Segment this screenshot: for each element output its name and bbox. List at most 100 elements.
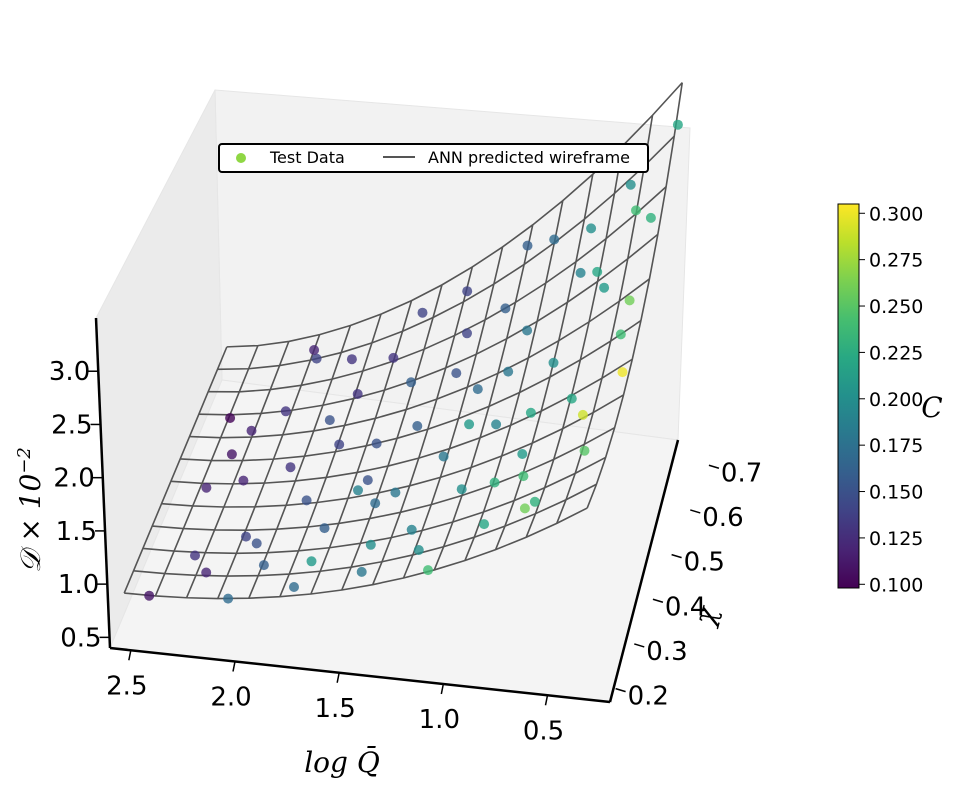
test-data-point [309, 345, 320, 355]
test-data-point [519, 503, 530, 514]
z-tick-label: 1.5 [56, 517, 97, 547]
y-tick-mark [615, 687, 626, 693]
y-tick-mark [634, 643, 645, 648]
wireframe-line [208, 186, 667, 393]
x-tick-label: 0.5 [523, 716, 564, 746]
wireframe-line [152, 426, 616, 531]
test-data-point [280, 406, 291, 417]
test-data-point [334, 439, 345, 450]
z-tick-label: 2.0 [53, 464, 94, 494]
test-data-point [464, 419, 475, 430]
test-data-point [201, 567, 212, 578]
test-data-point [586, 223, 597, 234]
test-data-point [549, 234, 560, 245]
x-tick-label: 2.5 [106, 671, 147, 701]
wireframe-line [525, 145, 624, 538]
test-data-point [311, 353, 322, 364]
test-data-point [517, 449, 528, 459]
colorbar-tick-label: 0.100 [869, 574, 923, 596]
y-tick-label: 0.4 [665, 592, 706, 622]
z-tick-label: 2.5 [51, 410, 92, 440]
test-data-point [346, 354, 357, 365]
test-data-point [672, 119, 683, 130]
wireframe-line [464, 200, 564, 561]
test-data-point [390, 487, 401, 498]
test-data-point [522, 240, 533, 251]
y-tick-mark [671, 553, 682, 559]
ann-wireframe [123, 82, 684, 600]
test-data-point [624, 295, 635, 306]
wireframe-line [494, 174, 594, 550]
test-data-point [579, 445, 590, 456]
test-data-point [548, 357, 559, 368]
test-data-point [529, 496, 540, 507]
y-tick-label: 0.2 [628, 682, 669, 712]
test-data-point [417, 307, 428, 318]
colorbar: 0.100 0.125 0.150 0.175 0.200 0.225 0.250 0.275… [837, 203, 943, 596]
test-data-point [406, 524, 417, 535]
test-data-point [258, 560, 269, 571]
legend-marker-test-data [236, 153, 246, 163]
test-data-point [489, 477, 500, 488]
x-axis-line [109, 646, 611, 704]
test-data-point [566, 393, 577, 404]
test-data-point [599, 282, 610, 293]
wireframe-line [586, 82, 684, 509]
wireframe-line [217, 334, 321, 599]
wireframe-line [185, 341, 290, 599]
test-data-point [472, 384, 483, 395]
wireframe-line [248, 325, 352, 599]
test-data-point [615, 329, 626, 340]
test-data-point [518, 471, 529, 482]
y-tick-mark [708, 464, 720, 469]
y-tick-mark [690, 509, 701, 514]
legend: Test Data ANN predicted wireframe [218, 143, 649, 173]
wireframe-line [279, 313, 382, 598]
test-data-points [144, 119, 683, 604]
test-data-point [412, 421, 423, 431]
x-tick-mark [336, 672, 340, 683]
test-data-point [388, 352, 399, 363]
test-data-point [625, 179, 636, 190]
colorbar-tick-label: 0.225 [869, 342, 923, 364]
test-data-point [246, 425, 257, 436]
colorbar-tick-label: 0.200 [869, 389, 923, 411]
x-tick-mark [128, 650, 132, 661]
test-data-point [251, 538, 262, 549]
axis-lines [94, 317, 680, 704]
y-tick-label: 0.3 [646, 637, 687, 667]
test-data-point [365, 539, 376, 550]
y-axis-line [608, 439, 680, 703]
wireframe-line [371, 266, 474, 585]
test-data-point [451, 368, 462, 379]
z-tick-label: 1.0 [58, 570, 99, 600]
colorbar-tick-label: 0.250 [869, 296, 923, 318]
test-data-point [423, 565, 433, 576]
colorbar-gradient [837, 203, 860, 589]
wireframe-line [142, 456, 606, 555]
z-tick-label: 3.0 [49, 357, 90, 387]
test-data-point [285, 462, 296, 473]
wireframe-line [217, 135, 675, 371]
x-tick-mark [232, 661, 236, 672]
colorbar-label: C [921, 391, 942, 424]
z-axis-label: 𝒟 × 10−2 [14, 447, 48, 573]
axes-panes [95, 89, 691, 703]
legend-label-wireframe: ANN predicted wireframe [428, 148, 630, 167]
test-data-point [319, 523, 330, 534]
test-data-point [324, 415, 335, 426]
wireframe-line [123, 346, 228, 594]
test-data-point [438, 451, 449, 462]
test-data-point [462, 328, 472, 339]
legend-frame [218, 143, 649, 173]
test-data-point [491, 419, 502, 430]
test-data-point [370, 498, 381, 509]
test-data-point [592, 266, 603, 277]
wireframe-line [341, 284, 443, 591]
test-data-point [301, 495, 312, 506]
test-data-point [201, 482, 212, 493]
test-data-point [371, 438, 382, 449]
x-axis-label: log Q̄ [304, 745, 380, 779]
wireframe-line [433, 224, 534, 571]
wireframe-line [124, 507, 588, 600]
